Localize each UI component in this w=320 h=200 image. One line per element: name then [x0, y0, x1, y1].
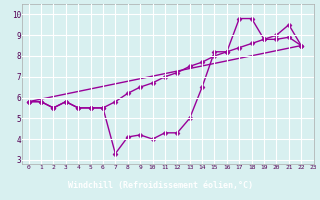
Text: Windchill (Refroidissement éolien,°C): Windchill (Refroidissement éolien,°C) — [68, 181, 252, 190]
